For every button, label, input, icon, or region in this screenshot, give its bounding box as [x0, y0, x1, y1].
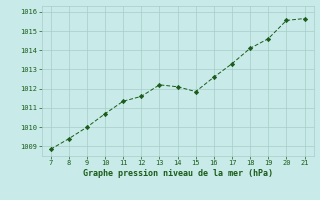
X-axis label: Graphe pression niveau de la mer (hPa): Graphe pression niveau de la mer (hPa): [83, 169, 273, 178]
